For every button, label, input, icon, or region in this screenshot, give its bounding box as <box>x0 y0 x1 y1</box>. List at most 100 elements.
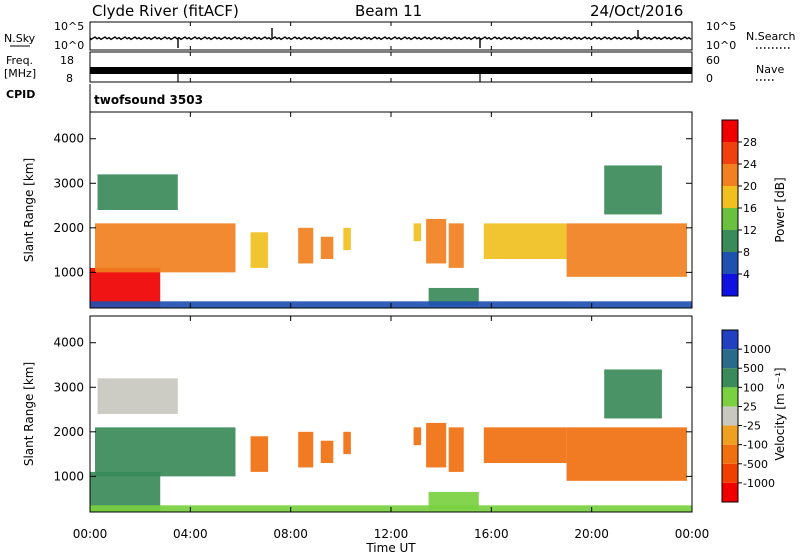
colorbar-tick-label: 24 <box>743 158 757 171</box>
scatter-region <box>95 427 236 477</box>
colorbar-swatch <box>722 186 738 208</box>
freq-left-tick-top: 18 <box>60 54 74 67</box>
freq-left-label-2: [MHz] <box>4 67 36 80</box>
time-tick-label: 20:00 <box>574 527 609 541</box>
colorbar-swatch <box>722 164 738 186</box>
station-title: Clyde River (fitACF) <box>92 2 239 20</box>
freq-left-tick-bottom: 8 <box>66 72 73 85</box>
time-tick-label: 00:00 <box>675 527 710 541</box>
scatter-region <box>426 422 447 468</box>
scatter-region <box>320 440 334 463</box>
colorbar-swatch <box>722 425 738 445</box>
noise-left-tick-top: 10^5 <box>54 20 84 33</box>
colorbar-tick-label: 25 <box>743 400 757 413</box>
y-tick-label: 3000 <box>53 380 84 394</box>
scatter-region <box>298 431 314 468</box>
power-ylabel: Slant Range [km] <box>22 158 36 262</box>
scatter-region <box>413 427 422 446</box>
scatter-region <box>426 218 447 264</box>
cpid-label: CPID <box>6 88 35 101</box>
colorbar-tick-label: -1000 <box>743 477 775 490</box>
colorbar-tick-label: -500 <box>743 458 768 471</box>
noise-left-label: N.Sky <box>4 32 36 45</box>
colorbar-swatch <box>722 330 738 350</box>
velocity-yticks: 1000 2000 3000 4000 <box>53 336 692 483</box>
colorbar-swatch <box>722 120 738 142</box>
noise-left-tick-bottom: 10^0 <box>54 39 84 52</box>
scatter-region <box>448 427 464 472</box>
velocity-colorbar-label: Velocity [m s⁻¹] <box>773 367 787 460</box>
noise-trace <box>89 28 692 48</box>
scatter-region <box>343 431 351 455</box>
colorbar-swatch <box>722 349 738 369</box>
velocity-colorbar: 1000 500 100 25 -25 -100 -500 -1000 <box>721 329 775 503</box>
scatter-region <box>250 232 269 268</box>
y-tick-label: 1000 <box>53 265 84 279</box>
scatter-region <box>343 227 351 251</box>
nave-label: Nave <box>756 63 784 76</box>
scatter-region <box>413 223 422 242</box>
colorbar-swatch <box>722 482 738 502</box>
y-tick-label: 2000 <box>53 425 84 439</box>
colorbar-tick-label: 28 <box>743 136 757 149</box>
freq-right-tick-top: 60 <box>706 54 720 67</box>
colorbar-tick-label: -25 <box>743 420 761 433</box>
time-tick-label: 04:00 <box>173 527 208 541</box>
time-axis: 00:00 04:00 08:00 12:00 16:00 20:00 00:00 <box>73 22 710 541</box>
noise-panel <box>89 21 693 51</box>
scatter-region <box>566 427 687 481</box>
colorbar-swatch <box>722 274 738 296</box>
time-axis-label: Time UT <box>365 541 416 554</box>
colorbar-tick-label: 100 <box>743 381 764 394</box>
colorbar-swatch <box>722 252 738 274</box>
colorbar-tick-label: 16 <box>743 202 757 215</box>
y-tick-label: 1000 <box>53 469 84 483</box>
velocity-ylabel: Slant Range [km] <box>22 362 36 466</box>
time-tick-label: 08:00 <box>273 527 308 541</box>
colorbar-swatch <box>722 444 738 464</box>
beam-title: Beam 11 <box>355 2 422 20</box>
y-tick-label: 4000 <box>53 336 84 350</box>
time-tick-label: 12:00 <box>374 527 409 541</box>
scatter-region <box>604 369 662 419</box>
date-title: 24/Oct/2016 <box>590 2 683 20</box>
noise-trace-line <box>89 36 692 41</box>
colorbar-swatch <box>722 387 738 407</box>
freq-trace <box>90 67 692 82</box>
colorbar-swatch <box>722 463 738 483</box>
freq-right-tick-bottom: 0 <box>706 72 713 85</box>
scatter-region <box>320 236 334 259</box>
power-yticks: 1000 2000 3000 4000 <box>53 132 692 279</box>
scatter-region <box>97 378 178 414</box>
colorbar-tick-label: 20 <box>743 180 757 193</box>
freq-left-label-1: Freq. <box>6 54 33 67</box>
scatter-region <box>483 223 567 259</box>
colorbar-tick-label: 1000 <box>743 343 771 356</box>
colorbar-swatch <box>722 406 738 426</box>
noise-right-label: N.Search <box>746 30 796 43</box>
y-tick-label: 3000 <box>53 176 84 190</box>
scatter-region <box>604 165 662 215</box>
power-colorbar: 4 8 12 16 20 24 28 <box>721 119 757 297</box>
velocity-panel-frame <box>89 315 693 513</box>
scatter-region <box>298 227 314 264</box>
colorbar-tick-label: 4 <box>743 268 750 281</box>
colorbar-frame <box>721 329 739 503</box>
power-panel-frame <box>89 111 693 309</box>
power-colorbar-label: Power [dB] <box>773 177 787 242</box>
scatter-region <box>95 223 236 273</box>
scatter-region <box>97 174 178 210</box>
cpid-value: twofsound 3503 <box>94 93 203 107</box>
noise-right-tick-top: 10^5 <box>706 20 736 33</box>
scatter-region <box>250 436 269 472</box>
velocity-colorbar-label-text: Velocity [m s⁻¹] <box>773 367 787 460</box>
colorbar-swatch <box>722 142 738 164</box>
colorbar-tick-label: 8 <box>743 246 750 259</box>
velocity-heatmap <box>90 369 692 512</box>
time-tick-label: 16:00 <box>474 527 509 541</box>
noise-right-tick-bottom: 10^0 <box>706 39 736 52</box>
colorbar-tick-label: -100 <box>743 439 768 452</box>
colorbar-swatch <box>722 368 738 388</box>
time-tick-label: 00:00 <box>73 527 108 541</box>
